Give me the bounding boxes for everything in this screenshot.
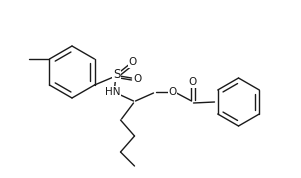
Text: O: O [168, 87, 177, 97]
Text: O: O [133, 74, 142, 84]
Text: S: S [113, 69, 120, 82]
Text: O: O [129, 57, 137, 67]
Text: O: O [188, 77, 197, 87]
Text: HN: HN [105, 87, 120, 97]
